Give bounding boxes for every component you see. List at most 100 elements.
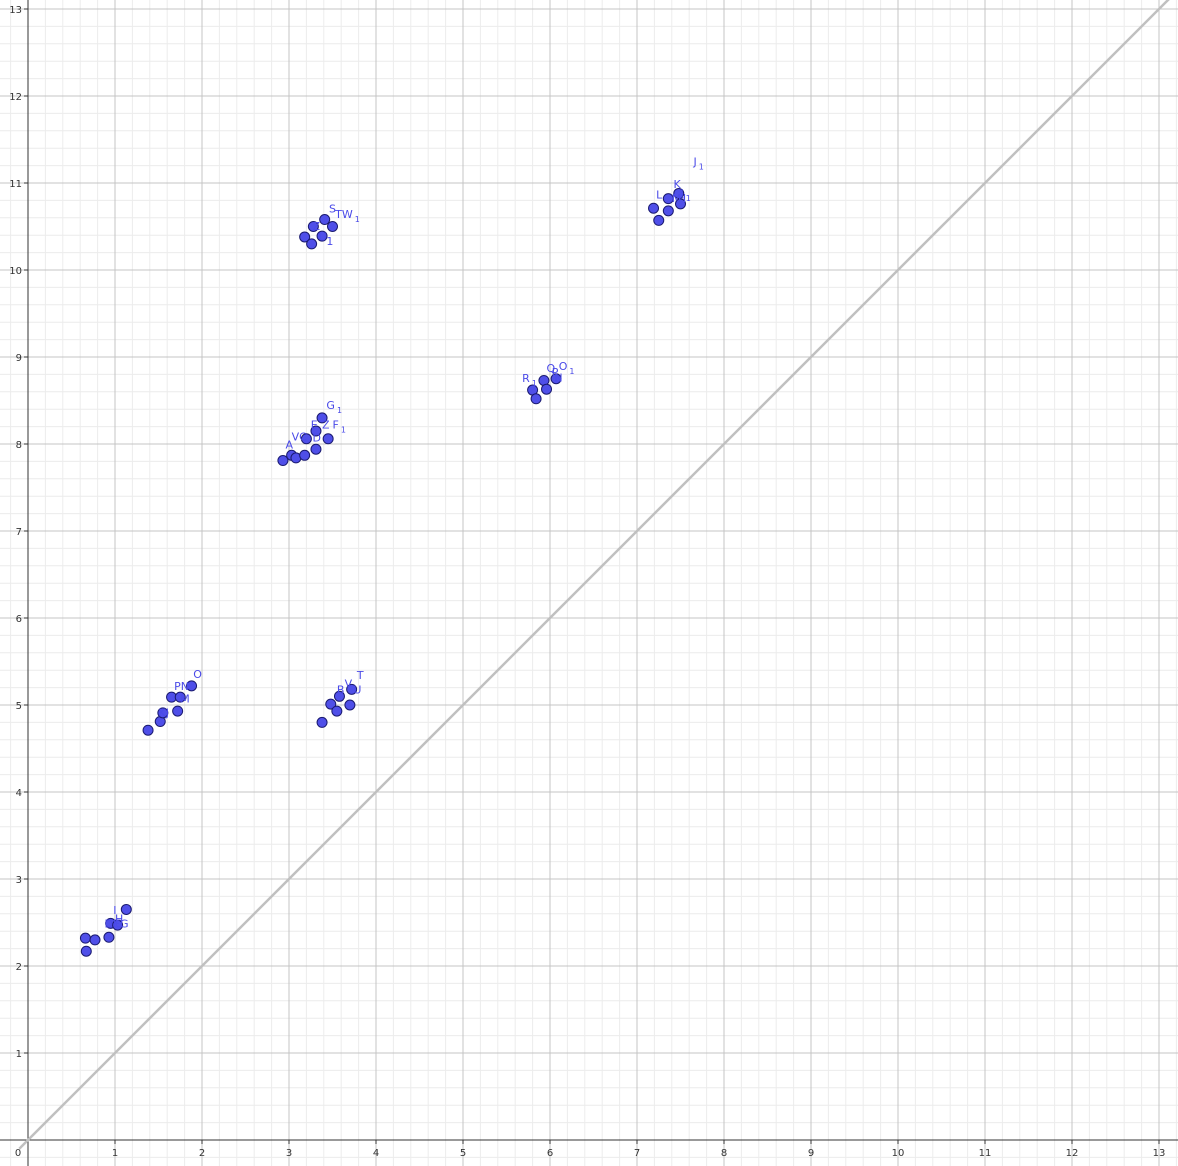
x-tick-label: 12 [1066, 1148, 1079, 1159]
x-tick-label: 9 [808, 1148, 814, 1159]
data-point[interactable] [310, 425, 322, 437]
point-label: V [345, 678, 353, 691]
data-point[interactable] [186, 680, 198, 692]
point-label: 1 [326, 235, 333, 248]
x-tick-label: 0 [15, 1148, 21, 1159]
identity-line [18, 0, 1170, 1150]
point-label: E [311, 418, 318, 431]
data-point[interactable] [653, 214, 665, 226]
data-point[interactable] [120, 903, 132, 915]
data-point[interactable] [346, 683, 358, 695]
y-tick-label: 4 [16, 788, 22, 799]
y-tick-label: 7 [16, 527, 22, 538]
y-tick-label: 6 [16, 614, 22, 625]
point-label: DEG [105, 918, 129, 931]
point-label: A [286, 438, 294, 451]
point-label: Q [547, 362, 556, 375]
y-tick-label: 3 [16, 875, 22, 886]
point-label: U [319, 230, 327, 243]
point-label: H [678, 192, 686, 205]
reference-line [18, 0, 1170, 1150]
data-point[interactable] [530, 393, 542, 405]
point-label: P [552, 366, 559, 379]
point-label: T [356, 669, 364, 682]
y-tick-label: 5 [16, 701, 22, 712]
y-tick-label: 9 [16, 353, 22, 364]
point-label: S [329, 203, 336, 216]
point-label: PN [174, 680, 189, 693]
data-point[interactable] [174, 691, 186, 703]
y-tick-label: 12 [9, 92, 22, 103]
data-point[interactable] [112, 919, 124, 931]
point-label: M [180, 692, 190, 705]
data-point[interactable] [299, 449, 311, 461]
point-label: I [113, 904, 116, 917]
x-tick-label: 6 [547, 1148, 553, 1159]
point-label: K [674, 178, 682, 191]
data-point[interactable] [79, 932, 91, 944]
point-label: Z [312, 220, 320, 233]
data-point[interactable] [662, 205, 674, 217]
data-point[interactable] [316, 716, 328, 728]
data-point[interactable] [306, 238, 318, 250]
data-point[interactable] [80, 945, 92, 957]
x-tick-label: 2 [199, 1148, 205, 1159]
point-label: M [672, 192, 682, 205]
data-point[interactable] [310, 443, 322, 455]
data-points [79, 187, 686, 957]
y-tick-label: 11 [9, 179, 22, 190]
y-tick-label: 8 [16, 440, 22, 451]
point-label: H [115, 913, 123, 926]
data-point[interactable] [673, 187, 685, 199]
data-point[interactable] [307, 221, 319, 232]
point-label: VC [292, 431, 308, 444]
point-label: L [656, 189, 663, 202]
point-label: TW 1 [334, 208, 360, 224]
data-point[interactable] [319, 214, 331, 226]
data-point[interactable] [325, 698, 337, 710]
data-point[interactable] [172, 705, 184, 717]
data-point[interactable] [277, 455, 289, 467]
x-tick-label: 13 [1153, 1148, 1166, 1159]
data-point[interactable] [333, 690, 345, 702]
x-tick-label: 7 [634, 1148, 640, 1159]
data-point[interactable] [89, 934, 101, 946]
data-point[interactable] [648, 202, 660, 214]
x-tick-label: 4 [373, 1148, 379, 1159]
data-point[interactable] [675, 198, 686, 210]
data-point[interactable] [662, 193, 674, 205]
point-label: KJ [159, 706, 169, 719]
data-point[interactable] [344, 699, 356, 711]
point-label: U [353, 684, 361, 697]
data-point[interactable] [300, 433, 312, 445]
data-point[interactable] [316, 230, 328, 242]
data-point[interactable] [299, 231, 311, 243]
x-tick-label: 8 [721, 1148, 727, 1159]
y-tick-label: 13 [9, 5, 22, 16]
data-point[interactable] [142, 724, 154, 736]
point-label: N [554, 371, 562, 384]
data-point[interactable] [322, 433, 334, 445]
y-tick-label: 2 [16, 962, 22, 973]
data-point[interactable] [550, 373, 562, 385]
data-point[interactable] [327, 221, 338, 232]
data-point[interactable] [541, 383, 553, 395]
point-label: B [337, 684, 345, 697]
data-point[interactable] [331, 705, 343, 717]
data-point[interactable] [316, 412, 328, 424]
x-tick-label: 3 [286, 1148, 292, 1159]
data-point[interactable] [157, 707, 169, 719]
point-label: D [312, 431, 320, 444]
x-tick-label: 5 [460, 1148, 466, 1159]
data-point[interactable] [103, 931, 115, 943]
x-tick-label: 10 [892, 1148, 905, 1159]
